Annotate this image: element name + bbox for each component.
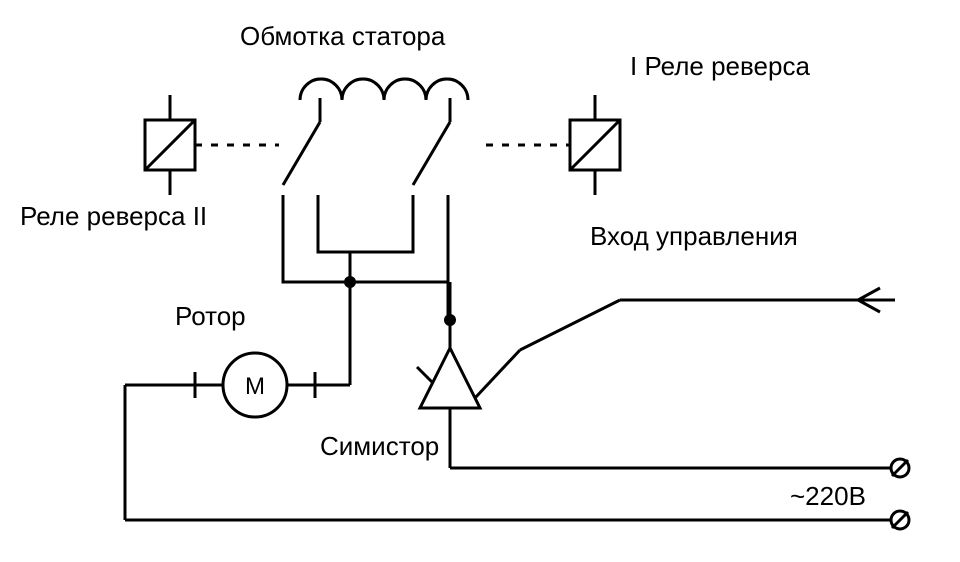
circuit-diagram: Обмотка статора I Реле реверса Реле реве… (0, 0, 960, 562)
label-triac: Симистор (320, 431, 439, 461)
relay-reverse-i (570, 95, 620, 195)
label-relay-i: I Реле реверса (630, 51, 810, 81)
label-control-input: Вход управления (590, 221, 798, 251)
triac-symbol (417, 348, 520, 408)
motor-rotor: М (195, 353, 315, 417)
label-rotor: Ротор (175, 301, 246, 331)
node-left-dot (344, 276, 356, 288)
label-relay-ii: Реле реверса II (20, 201, 207, 231)
label-mains: ~220В (790, 481, 866, 511)
control-input-line (520, 288, 895, 350)
relay-reverse-ii (145, 95, 195, 195)
motor-letter: М (245, 373, 265, 400)
label-stator-winding: Обмотка статора (240, 21, 446, 51)
